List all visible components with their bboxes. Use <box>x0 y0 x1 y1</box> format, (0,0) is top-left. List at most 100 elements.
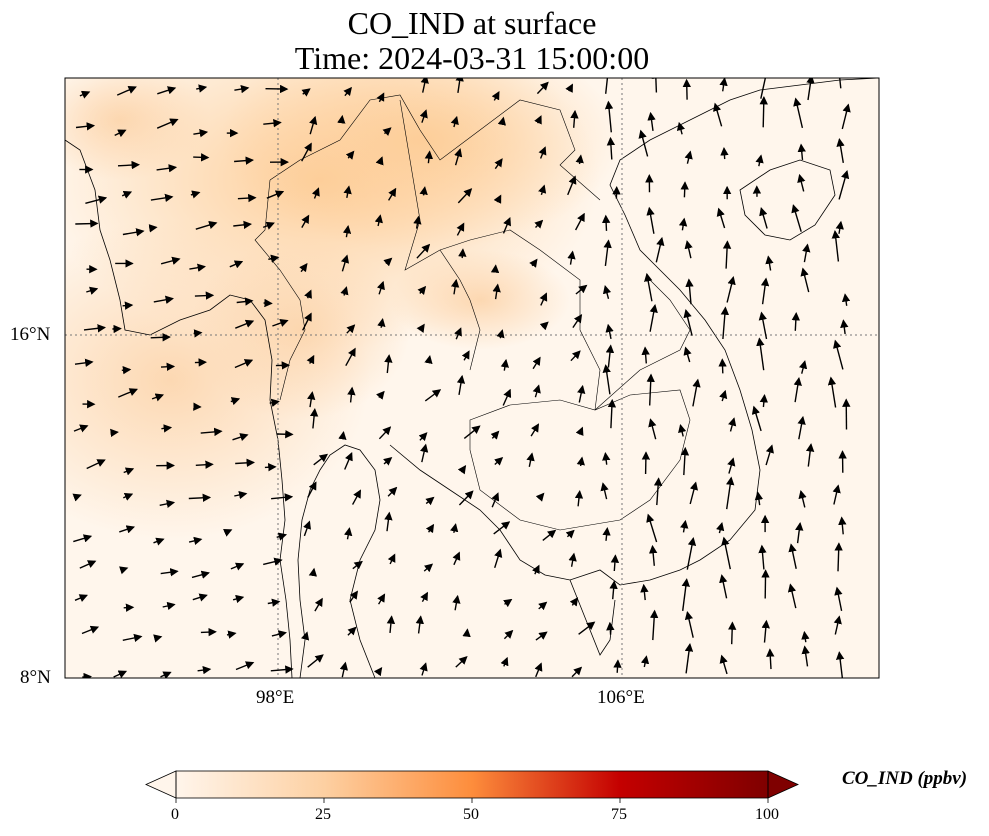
wind-arrow <box>649 609 659 641</box>
wind-arrow <box>491 90 500 101</box>
country-borders <box>254 94 691 531</box>
wind-arrow <box>113 670 128 678</box>
wind-arrow <box>311 187 320 199</box>
wind-arrow <box>196 84 208 93</box>
wind-arrow <box>162 601 176 611</box>
wind-arrow <box>193 129 209 138</box>
wind-arrow <box>801 645 810 667</box>
wind-arrow <box>387 553 396 565</box>
wind-arrow <box>150 193 174 203</box>
wind-arrow <box>81 625 100 635</box>
wind-arrow <box>415 615 424 634</box>
wind-arrow <box>793 97 804 129</box>
wind-arrow <box>575 154 584 165</box>
wind-arrow <box>314 597 323 612</box>
wind-arrow <box>234 490 248 500</box>
wind-arrow <box>122 301 134 310</box>
wind-arrow <box>692 378 701 407</box>
wind-arrow <box>83 324 106 333</box>
wind-arrow <box>262 221 275 230</box>
wind-arrow <box>494 548 503 569</box>
wind-arrow <box>384 511 393 532</box>
wind-arrow <box>759 96 768 128</box>
wind-arrow <box>576 456 585 467</box>
wind-arrow <box>457 188 473 204</box>
wind-arrow <box>377 318 386 328</box>
wind-arrow <box>600 482 609 500</box>
wind-arrow <box>349 590 359 603</box>
wind-arrow <box>232 433 249 442</box>
wind-arrow <box>535 492 545 502</box>
wind-arrow <box>235 661 255 671</box>
map-title: CO_IND at surface <box>347 5 597 41</box>
wind-arrow <box>684 150 693 164</box>
wind-arrow <box>458 490 474 506</box>
wind-arrow <box>424 150 434 164</box>
wind-arrow <box>384 354 393 374</box>
wind-arrow <box>304 289 312 299</box>
wind-arrow <box>387 486 398 497</box>
wind-arrow <box>377 593 386 605</box>
wind-arrow <box>419 186 428 196</box>
wind-arrow <box>606 136 616 160</box>
wind-arrow <box>189 263 206 272</box>
wind-arrow <box>727 457 736 474</box>
wind-arrow <box>538 146 547 159</box>
wind-arrow <box>719 654 728 675</box>
wind-arrow <box>264 463 277 472</box>
wind-arrow <box>153 537 165 546</box>
wind-arrow <box>754 491 764 506</box>
wind-arrow <box>538 601 548 611</box>
wind-arrow <box>801 630 810 643</box>
wind-arrow <box>493 194 502 204</box>
wind-arrow <box>640 583 649 601</box>
wind-arrow <box>235 458 255 468</box>
wind-arrow <box>833 339 844 370</box>
wind-arrow <box>532 356 541 370</box>
wind-arrow <box>647 111 656 131</box>
wind-arrow <box>72 493 82 502</box>
wind-arrow <box>529 258 538 268</box>
wind-arrow <box>640 655 650 668</box>
wind-arrow <box>193 153 210 162</box>
wind-arrow <box>577 384 586 403</box>
wind-arrow <box>716 522 725 534</box>
wind-arrow <box>110 428 119 438</box>
wind-arrow <box>833 615 842 635</box>
wind-arrow <box>531 564 540 575</box>
lon-tick-98e: 98°E <box>256 687 295 708</box>
wind-arrow <box>644 272 653 302</box>
wind-arrow <box>342 225 352 238</box>
wind-arrow <box>347 626 357 636</box>
wind-arrow <box>610 554 620 572</box>
wind-arrow <box>344 527 353 540</box>
wind-arrow <box>713 102 723 127</box>
wind-arrow <box>536 81 549 95</box>
wind-arrow <box>195 220 218 230</box>
wind-arrow <box>188 536 203 545</box>
wind-arrow <box>535 631 548 641</box>
wind-arrow <box>123 467 135 476</box>
wind-arrow <box>836 138 845 164</box>
wind-arrow <box>266 190 285 199</box>
wind-arrow <box>272 319 289 327</box>
wind-arrow <box>648 418 657 440</box>
wind-arrow <box>73 424 89 433</box>
wind-arrow <box>526 452 535 467</box>
wind-arrow <box>602 452 611 465</box>
wind-arrow <box>759 394 769 408</box>
wind-arrow <box>161 424 173 433</box>
wind-arrow <box>802 243 811 263</box>
wind-arrow <box>382 127 392 137</box>
wind-arrow <box>491 492 500 508</box>
wind-arrow <box>606 621 615 635</box>
wind-arrow <box>719 389 728 402</box>
wind-arrow <box>383 457 393 466</box>
wind-arrow <box>490 430 500 440</box>
wind-arrow <box>795 522 804 544</box>
wind-arrow <box>496 329 505 339</box>
wind-arrow <box>153 634 163 643</box>
wind-arrow <box>603 239 612 266</box>
wind-arrow <box>378 426 392 440</box>
wind-arrow <box>236 297 254 306</box>
